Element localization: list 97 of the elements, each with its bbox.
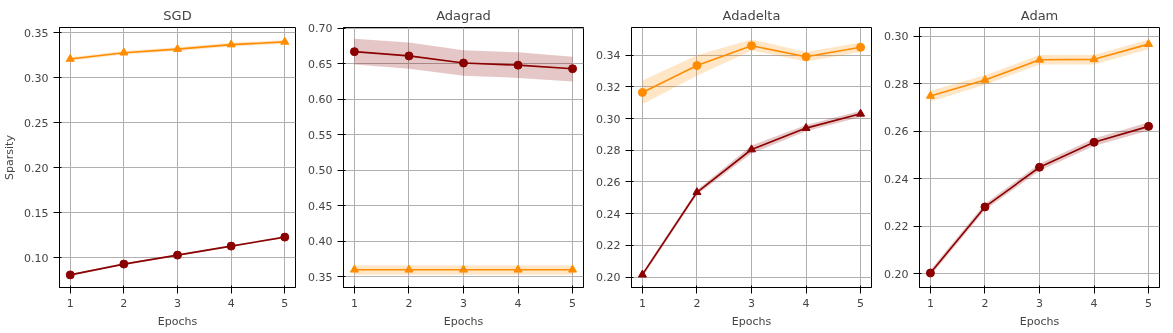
- y-tick-label: 0.30: [884, 30, 909, 44]
- point: [226, 39, 236, 48]
- point: [349, 264, 359, 273]
- point: [1035, 54, 1044, 63]
- y-tick-label: 0.10: [24, 251, 49, 265]
- y-tick-label: 0.60: [308, 93, 333, 107]
- y-tick-label: 0.22: [596, 239, 621, 253]
- point: [119, 259, 129, 269]
- point: [1144, 39, 1154, 47]
- x-tick-label: 2: [981, 296, 989, 310]
- x-tick-label: 3: [174, 296, 181, 310]
- y-tick-label: 0.30: [596, 112, 621, 126]
- x-tick-label: 5: [1145, 296, 1153, 310]
- x-tick-label: 2: [120, 296, 128, 310]
- point: [404, 264, 414, 273]
- y-tick-label: 0.26: [884, 125, 909, 139]
- x-tick-label: 1: [638, 296, 646, 310]
- point: [119, 47, 129, 56]
- y-tick-label: 0.26: [596, 175, 621, 189]
- point: [692, 187, 702, 196]
- y-tick-label: 0.34: [596, 49, 621, 63]
- point: [513, 60, 523, 70]
- point: [349, 47, 359, 57]
- y-tick-label: 0.15: [24, 206, 49, 220]
- point: [637, 269, 647, 278]
- x-tick-label: 2: [405, 296, 413, 310]
- point: [1089, 137, 1099, 147]
- y-tick-label: 0.25: [24, 116, 49, 130]
- point: [226, 241, 236, 251]
- point: [568, 264, 578, 273]
- chart-title: Adagrad: [436, 7, 491, 23]
- y-axis-title: Sparsity: [3, 134, 17, 180]
- point: [459, 264, 468, 273]
- point: [404, 51, 414, 61]
- y-tick-label: 0.70: [308, 22, 333, 36]
- point: [980, 74, 990, 83]
- x-axis-title: Epochs: [157, 314, 198, 328]
- y-tick-label: 0.20: [24, 161, 49, 175]
- x-axis-title: Epochs: [731, 314, 772, 328]
- point: [692, 61, 702, 71]
- chart-title: SGD: [163, 7, 192, 23]
- x-tick-label: 3: [1036, 296, 1043, 310]
- x-tick-label: 3: [460, 296, 467, 310]
- x-tick-label: 5: [857, 296, 865, 310]
- x-axis-title: Epochs: [1019, 314, 1060, 328]
- point: [65, 270, 75, 280]
- x-tick-label: 5: [281, 296, 289, 310]
- y-tick-label: 0.24: [596, 207, 621, 221]
- point: [173, 43, 182, 52]
- x-tick-label: 1: [926, 296, 934, 310]
- point: [513, 264, 523, 273]
- point: [925, 90, 935, 99]
- chart-title: Adam: [1020, 7, 1059, 23]
- y-tick-label: 0.28: [884, 77, 909, 91]
- x-tick-label: 5: [569, 296, 577, 310]
- y-tick-label: 0.55: [308, 128, 333, 142]
- point: [1089, 54, 1099, 63]
- y-tick-label: 0.20: [596, 271, 621, 285]
- y-tick-label: 0.35: [24, 26, 49, 40]
- point: [856, 108, 866, 117]
- point: [173, 250, 182, 260]
- x-tick-label: 1: [350, 296, 358, 310]
- x-tick-label: 4: [514, 296, 522, 310]
- y-tick-label: 0.32: [596, 80, 621, 94]
- x-tick-label: 4: [802, 296, 810, 310]
- point: [1144, 121, 1154, 131]
- y-tick-label: 0.20: [884, 267, 909, 281]
- point: [65, 53, 75, 62]
- y-tick-label: 0.45: [308, 199, 333, 213]
- chart-title: Adadelta: [722, 7, 781, 23]
- x-tick-label: 3: [748, 296, 755, 310]
- y-tick-label: 0.28: [596, 144, 621, 158]
- point: [980, 202, 990, 212]
- y-tick-label: 0.35: [308, 270, 333, 284]
- point: [1035, 162, 1044, 172]
- y-tick-label: 0.50: [308, 164, 333, 178]
- point: [801, 122, 811, 131]
- point: [280, 232, 290, 242]
- y-tick-label: 0.22: [884, 220, 909, 234]
- x-tick-label: 4: [1090, 296, 1098, 310]
- point: [801, 52, 811, 62]
- point: [568, 64, 578, 74]
- y-tick-label: 0.24: [884, 172, 909, 186]
- point: [637, 87, 647, 97]
- y-tick-label: 0.65: [308, 57, 333, 71]
- y-tick-label: 0.40: [308, 235, 333, 249]
- y-tick-label: 0.30: [24, 71, 49, 85]
- x-tick-label: 4: [227, 296, 235, 310]
- point: [925, 268, 935, 278]
- point: [747, 144, 756, 153]
- x-tick-label: 2: [693, 296, 701, 310]
- point: [280, 36, 290, 45]
- point: [856, 42, 866, 52]
- x-axis-title: Epochs: [443, 314, 484, 328]
- point: [459, 58, 468, 68]
- point: [747, 41, 756, 51]
- x-tick-label: 1: [66, 296, 74, 310]
